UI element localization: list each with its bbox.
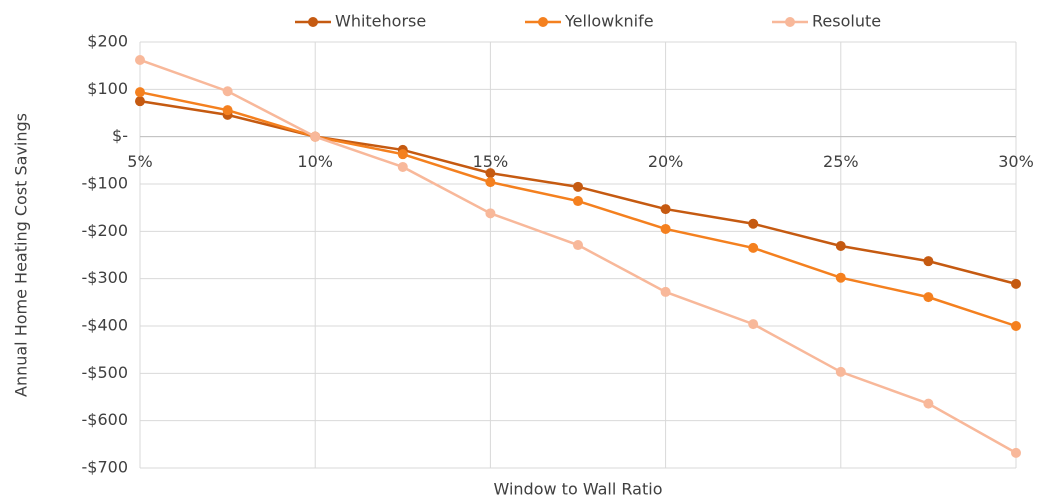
data-point: [573, 240, 583, 251]
data-point: [222, 86, 233, 97]
data-point: [660, 204, 671, 215]
legend-marker: [308, 17, 318, 27]
x-tick-label: 25%: [823, 152, 859, 171]
data-point: [222, 105, 233, 116]
data-point: [748, 319, 759, 330]
data-point: [573, 196, 583, 207]
y-tick-label: -$400: [82, 316, 129, 335]
data-point: [135, 96, 145, 107]
y-tick-label: -$500: [82, 363, 129, 382]
legend-label: Whitehorse: [335, 12, 426, 31]
x-axis-label: Window to Wall Ratio: [494, 480, 663, 499]
data-point: [135, 87, 145, 98]
data-point: [1011, 321, 1021, 331]
x-tick-label: 20%: [648, 152, 684, 171]
data-point: [1011, 278, 1021, 289]
y-tick-label: -$200: [82, 221, 129, 240]
data-point: [835, 272, 846, 283]
series-line: [139, 58, 1017, 454]
series-line: [139, 99, 1017, 286]
x-tick-label: 15%: [473, 152, 509, 171]
data-point: [923, 256, 934, 267]
y-tick-label: $200: [87, 32, 128, 51]
legend-marker: [538, 17, 548, 27]
legend-marker: [785, 17, 795, 27]
y-axis-label: Annual Home Heating Cost Savings: [12, 113, 31, 397]
y-tick-label: $-: [112, 126, 128, 145]
y-tick-label: -$300: [82, 268, 129, 287]
data-point: [923, 292, 934, 303]
y-tick-label: -$600: [82, 410, 129, 429]
y-tick-label: -$700: [82, 458, 129, 477]
data-point: [835, 366, 846, 377]
x-tick-label: 10%: [297, 152, 333, 171]
data-point: [397, 149, 408, 160]
data-point: [923, 398, 934, 409]
legend-label: Resolute: [812, 12, 881, 31]
x-tick-label: 30%: [998, 152, 1034, 171]
data-point: [748, 218, 759, 229]
data-point: [485, 168, 496, 179]
legend-label: Yellowknife: [564, 12, 654, 31]
x-tick-label: 5%: [127, 152, 152, 171]
series-line: [139, 90, 1017, 328]
data-point: [573, 181, 583, 192]
data-point: [485, 208, 496, 219]
data-point: [397, 161, 408, 172]
data-point: [310, 131, 321, 142]
data-point: [660, 223, 671, 234]
data-point: [835, 241, 846, 252]
y-tick-label: $100: [87, 79, 128, 98]
data-point: [1011, 447, 1021, 458]
data-point: [660, 286, 671, 297]
y-tick-label: -$100: [82, 174, 129, 193]
data-point: [748, 242, 759, 253]
data-point: [135, 54, 145, 65]
data-point: [485, 177, 496, 188]
